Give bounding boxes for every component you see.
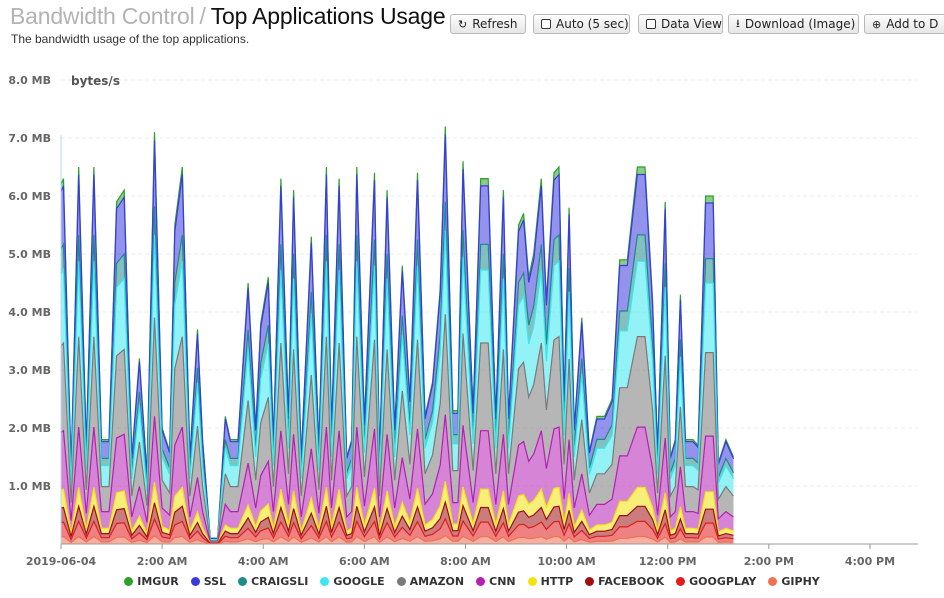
legend-dot-icon: [396, 577, 406, 586]
line-cnn: [60, 414, 734, 543]
legend-label: FACEBOOK: [598, 575, 665, 588]
legend-label: GOOGLE: [333, 575, 385, 588]
legend-label: SSL: [203, 575, 227, 588]
line-facebook: [60, 500, 734, 544]
legend-dot-icon: [320, 577, 330, 586]
download-image-button[interactable]: ⭳ Download (Image): [728, 14, 859, 34]
legend-item-cnn[interactable]: CNN: [476, 575, 516, 588]
legend-label: GOOGPLAY: [689, 575, 757, 588]
legend-item-craigsli[interactable]: CRAIGSLI: [238, 575, 308, 588]
bandwidth-chart[interactable]: 1.0 MB 2.0 MB 3.0 MB 4.0 MB 5.0 MB 6.0 MB 7.0 …: [0, 0, 944, 570]
x-tick-label: 4:00 PM: [845, 555, 895, 568]
line-amazon: [60, 314, 734, 542]
line-googplay: [60, 517, 734, 545]
legend-dot-icon: [190, 577, 200, 586]
y-tick-label: 3.0 MB: [8, 364, 51, 377]
y-tick-label: 1.0 MB: [8, 480, 51, 493]
add-to-dashboard-button[interactable]: ⊕ Add to D: [864, 14, 944, 34]
legend-item-ssl[interactable]: SSL: [190, 575, 227, 588]
data-view-toggle[interactable]: Data View: [638, 14, 723, 34]
breadcrumb-current: Top Applications Usage: [210, 3, 446, 29]
x-tick-label: 8:00 AM: [440, 555, 491, 568]
legend-item-googplay[interactable]: GOOGPLAY: [676, 575, 756, 588]
legend-dot-icon: [238, 577, 248, 586]
data-view-label: Data View: [661, 17, 722, 31]
refresh-icon: ↻: [458, 17, 468, 31]
legend-item-facebook[interactable]: FACEBOOK: [585, 575, 664, 588]
line-craigsli: [60, 201, 735, 540]
x-tick-label: 10:00 AM: [537, 555, 595, 568]
y-tick-label: 4.0 MB: [8, 306, 51, 319]
legend-dot-icon: [124, 577, 134, 586]
y-tick-label: 5.0 MB: [8, 248, 51, 261]
y-tick-label: 8.0 MB: [8, 74, 51, 87]
line-giphy: [60, 534, 734, 545]
legend-dot-icon: [527, 577, 537, 586]
download-icon: ⭳: [736, 16, 740, 30]
area-amazon: [61, 314, 734, 543]
legend-dot-icon: [676, 577, 686, 586]
auto-refresh-toggle[interactable]: Auto (5 sec): [533, 14, 630, 34]
page-title: Bandwidth Control / Top Applications Usage: [10, 3, 446, 30]
legend-item-giphy[interactable]: GIPHY: [768, 575, 820, 588]
legend-label: IMGUR: [137, 575, 179, 588]
legend-label: CRAIGSLI: [251, 575, 309, 588]
legend-label: AMAZON: [409, 575, 465, 588]
legend-label: HTTP: [540, 575, 574, 588]
area-cnn: [61, 414, 734, 544]
line-http: [60, 481, 734, 544]
breadcrumb-parent[interactable]: Bandwidth Control: [10, 3, 195, 29]
x-tick-label: 6:00 AM: [339, 555, 390, 568]
legend-item-amazon[interactable]: AMAZON: [396, 575, 465, 588]
add-to-label: Add to D: [886, 17, 939, 31]
y-tick-label: 7.0 MB: [8, 132, 51, 145]
checkbox-icon: [541, 19, 551, 29]
auto-refresh-label: Auto (5 sec): [556, 17, 629, 31]
breadcrumb-separator: /: [199, 3, 206, 29]
legend-label: GIPHY: [781, 575, 820, 588]
page-subtitle: The bandwidth usage of the top applicati…: [11, 32, 250, 46]
chart-legend: IMGUR SSL CRAIGSLI GOOGLE AMAZON CNN HTTP FACEB…: [0, 575, 944, 588]
y-unit-label: bytes/s: [71, 74, 120, 88]
x-tick-label: 2:00 AM: [137, 555, 188, 568]
legend-label: CNN: [489, 575, 516, 588]
refresh-label: Refresh: [472, 17, 518, 31]
legend-dot-icon: [476, 577, 486, 586]
download-label: Download (Image): [744, 17, 856, 31]
y-tick-label: 2.0 MB: [8, 422, 51, 435]
chart-areas: [60, 126, 735, 545]
legend-item-http[interactable]: HTTP: [527, 575, 574, 588]
legend-dot-icon: [768, 577, 778, 586]
line-google: [60, 230, 735, 541]
x-tick-label: 4:00 AM: [238, 555, 289, 568]
legend-item-google[interactable]: GOOGLE: [320, 575, 385, 588]
chart-axes: 1.0 MB 2.0 MB 3.0 MB 4.0 MB 5.0 MB 6.0 MB 7.0 …: [8, 74, 918, 568]
x-tick-label: 2:00 PM: [744, 555, 794, 568]
legend-item-imgur[interactable]: IMGUR: [124, 575, 179, 588]
x-tick-label: 2019-06-04: [26, 555, 97, 568]
y-tick-label: 6.0 MB: [8, 190, 51, 203]
line-ssl: [60, 134, 735, 539]
x-tick-label: 12:00 PM: [639, 555, 697, 568]
refresh-button[interactable]: ↻ Refresh: [450, 14, 526, 34]
plus-circle-icon: ⊕: [872, 17, 882, 31]
legend-dot-icon: [585, 577, 595, 586]
checkbox-icon: [646, 19, 656, 29]
